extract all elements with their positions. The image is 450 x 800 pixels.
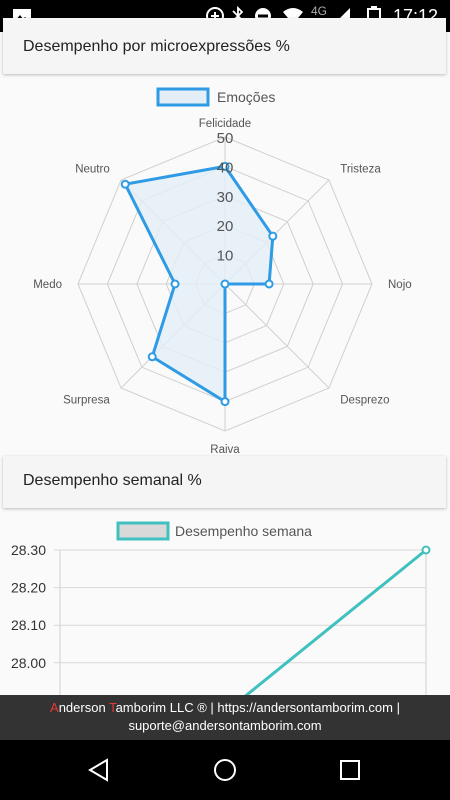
y-tick-label: 28.20 [11, 580, 46, 596]
footer: Anderson Tamborim LLC ® | https://anders… [0, 695, 450, 740]
radar-spoke [224, 283, 330, 389]
radar-point [220, 161, 230, 171]
radar-point [268, 231, 278, 241]
company-name-website[interactable]: amborim LLC ® | https://andersontamborim… [115, 700, 400, 715]
line-chart: Desempenho semana 28.30 28.20 28.10 28.00 [11, 521, 431, 695]
radar-tick-label: 50 [217, 130, 234, 147]
radar-category-label: Surpresa [63, 394, 110, 406]
legend-label: Desempenho semana [175, 523, 312, 539]
company-name-part: nderson [58, 700, 110, 715]
brand-letter-a: A [50, 700, 59, 715]
radar-category-label: Raiva [210, 444, 240, 455]
radar-tick-label: 40 [217, 159, 234, 176]
brand-letter-t: T [109, 700, 116, 715]
radar-tick-label: 10 [217, 248, 234, 265]
y-tick-label: 28.00 [11, 655, 46, 671]
radar-point [170, 279, 180, 289]
y-tick-label: 28.30 [11, 542, 46, 558]
legend-swatch [116, 521, 170, 541]
recents-button-icon[interactable] [339, 759, 361, 781]
radar-category-label: Tristeza [340, 164, 381, 176]
legend-label: Emoções [217, 89, 275, 105]
radar-category-label: Nojo [388, 279, 412, 291]
radar-card-title: Desempenho por microexpressões % [23, 38, 290, 55]
radar-tick-label: 30 [217, 189, 234, 206]
network-type: 4G [311, 4, 328, 18]
radar-category-label: Felicidade [199, 118, 251, 130]
radar-point [220, 279, 230, 289]
radar-category-label: Desprezo [340, 394, 389, 406]
radar-tick-label: 20 [217, 218, 234, 235]
radar-point [147, 352, 157, 362]
line-point [421, 545, 431, 555]
radar-card-header: Desempenho por microexpressões % [3, 18, 446, 74]
support-email[interactable]: suporte@andersontamborim.com [128, 718, 322, 733]
radar-point [120, 179, 130, 189]
radar-category-label: Neutro [75, 164, 110, 176]
weekly-card-header: Desempenho semanal % [3, 456, 446, 508]
home-button-icon[interactable] [213, 758, 237, 782]
wifi-icon [283, 8, 303, 24]
radar-point [264, 279, 274, 289]
weekly-card-title: Desempenho semanal % [23, 472, 202, 489]
legend-swatch [156, 87, 210, 107]
y-tick-label: 28.10 [11, 617, 46, 633]
series-line-desempenho-semana [244, 548, 427, 695]
radar-category-label: Medo [33, 279, 62, 291]
radar-point [220, 397, 230, 407]
footer-company-line: Anderson Tamborim LLC ® | https://anders… [0, 700, 450, 715]
navigation-bar [0, 740, 450, 800]
back-button-icon[interactable] [88, 758, 110, 782]
